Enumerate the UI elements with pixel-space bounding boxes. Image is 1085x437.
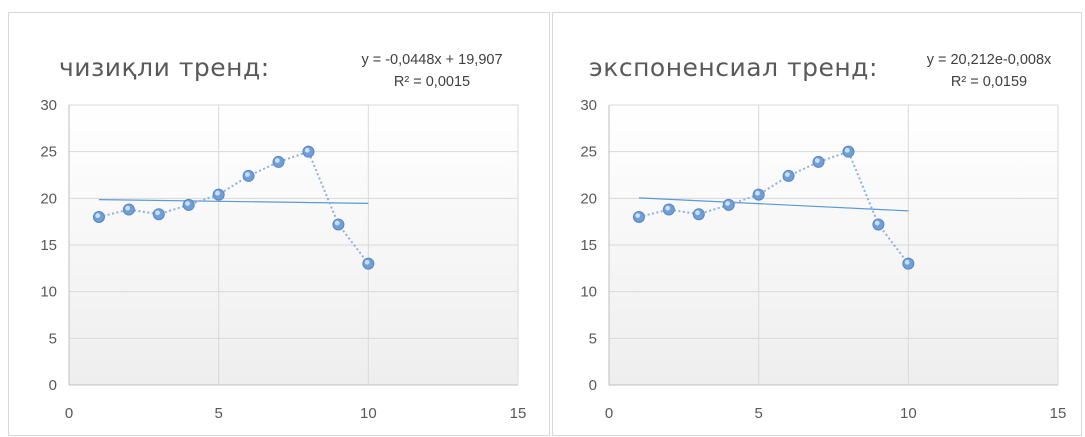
data-point [902, 257, 915, 270]
data-point-highlight [125, 205, 131, 211]
chart-title: чизиқли тренд: [59, 53, 270, 82]
trendline-r-squared: R² = 0,0159 [950, 74, 1028, 90]
data-point [782, 169, 795, 182]
data-point [92, 211, 105, 223]
data-point-highlight [304, 147, 310, 153]
x-tick-label: 15 [510, 405, 527, 422]
y-tick-label: 20 [580, 190, 597, 207]
y-tick-label: 15 [40, 237, 57, 254]
y-tick-label: 10 [40, 284, 57, 301]
data-point [302, 145, 315, 158]
data-point [872, 218, 885, 231]
data-point-highlight [725, 201, 730, 206]
x-tick-label: 0 [65, 405, 73, 422]
trendline-r-squared: R² = 0,0015 [393, 74, 471, 90]
trendline-equation: y = -0,0448x + 19,907 [361, 52, 503, 68]
x-tick-label: 10 [360, 405, 377, 422]
x-tick-label: 5 [214, 405, 222, 422]
data-point [812, 155, 825, 168]
x-tick-label: 0 [605, 405, 613, 422]
y-tick-label: 20 [40, 190, 57, 207]
data-point-highlight [814, 158, 820, 163]
trendline [638, 197, 909, 212]
data-point-highlight [785, 172, 790, 177]
data-point-highlight [274, 158, 280, 163]
y-tick-label: 30 [580, 97, 597, 114]
data-point [122, 203, 135, 216]
y-tick-label: 25 [580, 144, 597, 161]
trendline-equation-label: y = 20,212e-0,008x R² = 0,0159 [895, 49, 1083, 93]
data-point [752, 188, 765, 201]
y-tick-label: 5 [589, 330, 597, 347]
trendline-equation-label: y = -0,0448x + 19,907 R² = 0,0015 [331, 49, 533, 93]
x-tick-label: 10 [900, 405, 917, 422]
data-point [332, 218, 345, 231]
series-line [98, 150, 370, 265]
data-point-highlight [215, 190, 220, 196]
y-tick-label: 25 [40, 144, 57, 161]
y-tick-label: 10 [580, 284, 597, 301]
chart-panel-exponential: экспоненсиал тренд: y = 20,212e-0,008x R… [552, 12, 1082, 436]
x-tick-label: 5 [754, 405, 762, 422]
series-line [638, 150, 910, 265]
data-point [272, 155, 285, 168]
data-point [842, 145, 855, 158]
data-point-highlight [334, 220, 340, 226]
chart-title: экспоненсиал тренд: [589, 53, 878, 82]
x-tick-label: 15 [1050, 405, 1067, 422]
chart-plot-area: 0 5 10 15 20 25 30 0 5 10 15 [580, 97, 1067, 422]
data-point-highlight [665, 205, 671, 211]
data-point-highlight [874, 220, 880, 226]
data-point-highlight [755, 190, 760, 196]
data-point-highlight [185, 201, 190, 206]
chart-panel-linear: чизиқли тренд: y = -0,0448x + 19,907 R² … [8, 12, 550, 436]
data-point-highlight [695, 210, 700, 216]
trendline [98, 199, 369, 204]
y-tick-label: 0 [589, 377, 597, 394]
data-point-highlight [155, 210, 161, 216]
chart-plot-area: 0 5 10 15 20 25 30 0 5 10 15 [40, 97, 527, 422]
data-point-highlight [635, 213, 641, 219]
data-point [182, 198, 195, 211]
data-point-highlight [364, 259, 370, 265]
data-point [152, 208, 165, 221]
y-tick-label: 0 [49, 377, 57, 394]
data-point [692, 208, 705, 221]
data-point [212, 188, 225, 201]
data-point [362, 257, 375, 270]
data-point [632, 211, 645, 223]
data-point-highlight [95, 213, 101, 219]
data-point-highlight [904, 259, 910, 265]
data-point [722, 198, 735, 211]
y-tick-label: 30 [40, 97, 57, 114]
y-tick-label: 5 [49, 330, 57, 347]
data-point-highlight [844, 147, 850, 153]
data-point [662, 203, 675, 216]
trendline-equation: y = 20,212e-0,008x [926, 52, 1052, 68]
data-point [242, 169, 255, 182]
y-tick-label: 15 [580, 237, 597, 254]
data-point-highlight [245, 172, 250, 177]
